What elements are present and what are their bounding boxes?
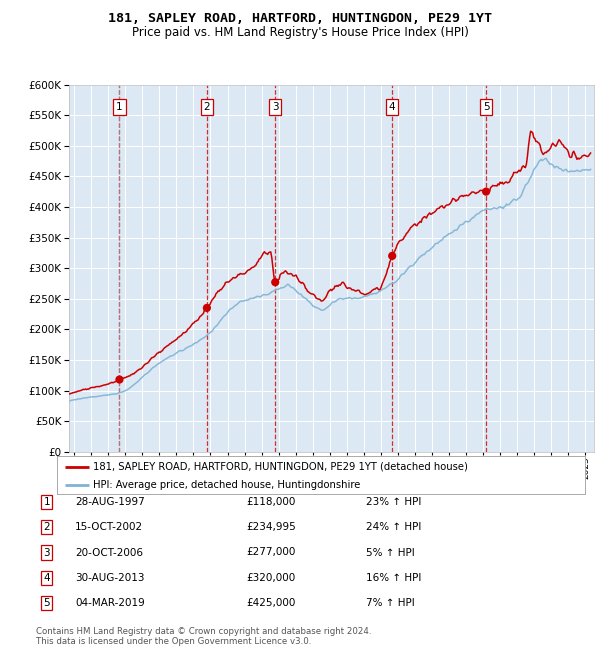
Text: 24% ↑ HPI: 24% ↑ HPI bbox=[366, 522, 421, 532]
Text: 5: 5 bbox=[43, 598, 50, 608]
Text: £234,995: £234,995 bbox=[246, 522, 296, 532]
Text: 30-AUG-2013: 30-AUG-2013 bbox=[75, 573, 145, 583]
Point bbox=[388, 251, 397, 261]
Text: 2: 2 bbox=[43, 522, 50, 532]
Text: 04-MAR-2019: 04-MAR-2019 bbox=[75, 598, 145, 608]
Text: 15-OCT-2002: 15-OCT-2002 bbox=[75, 522, 143, 532]
Text: 5: 5 bbox=[483, 102, 490, 112]
Text: £118,000: £118,000 bbox=[246, 497, 295, 507]
Text: 5% ↑ HPI: 5% ↑ HPI bbox=[366, 547, 415, 558]
Text: 4: 4 bbox=[389, 102, 395, 112]
Point bbox=[481, 187, 491, 197]
Text: £320,000: £320,000 bbox=[246, 573, 295, 583]
Text: £277,000: £277,000 bbox=[246, 547, 295, 558]
Text: 1: 1 bbox=[43, 497, 50, 507]
Text: 181, SAPLEY ROAD, HARTFORD, HUNTINGDON, PE29 1YT: 181, SAPLEY ROAD, HARTFORD, HUNTINGDON, … bbox=[108, 12, 492, 25]
Text: 3: 3 bbox=[43, 547, 50, 558]
Text: £425,000: £425,000 bbox=[246, 598, 295, 608]
Text: 2: 2 bbox=[203, 102, 210, 112]
Text: 20-OCT-2006: 20-OCT-2006 bbox=[75, 547, 143, 558]
Text: 4: 4 bbox=[43, 573, 50, 583]
Text: 28-AUG-1997: 28-AUG-1997 bbox=[75, 497, 145, 507]
Text: 1: 1 bbox=[116, 102, 123, 112]
Text: Price paid vs. HM Land Registry's House Price Index (HPI): Price paid vs. HM Land Registry's House … bbox=[131, 26, 469, 39]
Text: 23% ↑ HPI: 23% ↑ HPI bbox=[366, 497, 421, 507]
Point bbox=[115, 374, 124, 385]
Point bbox=[202, 303, 212, 313]
Text: This data is licensed under the Open Government Licence v3.0.: This data is licensed under the Open Gov… bbox=[36, 637, 311, 646]
Text: 181, SAPLEY ROAD, HARTFORD, HUNTINGDON, PE29 1YT (detached house): 181, SAPLEY ROAD, HARTFORD, HUNTINGDON, … bbox=[93, 462, 468, 472]
Text: 16% ↑ HPI: 16% ↑ HPI bbox=[366, 573, 421, 583]
Text: Contains HM Land Registry data © Crown copyright and database right 2024.: Contains HM Land Registry data © Crown c… bbox=[36, 627, 371, 636]
Text: 7% ↑ HPI: 7% ↑ HPI bbox=[366, 598, 415, 608]
Text: HPI: Average price, detached house, Huntingdonshire: HPI: Average price, detached house, Hunt… bbox=[93, 480, 360, 489]
Text: 3: 3 bbox=[272, 102, 278, 112]
Point bbox=[271, 277, 280, 287]
